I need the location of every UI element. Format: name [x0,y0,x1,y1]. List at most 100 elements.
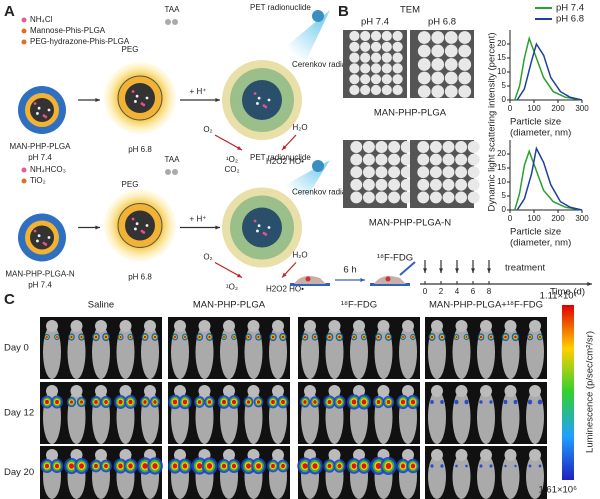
tem-particle [400,153,413,166]
tem-particle [370,74,382,85]
signal-spot [479,335,483,339]
tem-particle [375,191,388,204]
label: 6 h [343,265,356,276]
x-tick-label: 0 [508,214,513,223]
arrow-head [237,146,242,150]
line-series [514,35,583,101]
tem-particle [349,74,360,85]
label: MAN-PHP-PLGA-N [5,270,75,279]
mouse-body [452,325,471,379]
signal-spot [313,400,317,404]
y-tick-label: 20 [497,149,506,158]
signal-spot [152,463,158,469]
particle-dot [253,219,257,223]
signal-spot [528,464,532,468]
tem-particle [388,141,401,153]
tem-particle [442,191,455,204]
signal-spot [400,463,406,469]
tem-particle [362,166,375,179]
signal-spot [281,335,285,339]
signal-spot [104,463,108,469]
legend-text: PEG-hydrazone-Phis-PLGA [30,37,130,46]
signal-spot [376,399,381,405]
signal-spot [302,463,308,469]
mouse-head [70,449,83,461]
group-header: MAN-PHP-PLGA [193,300,266,311]
taa-icon [165,169,171,175]
signal-spot [328,335,331,339]
mouse-head [119,449,132,461]
tem-particle [455,153,468,166]
day-label: 8 [487,287,492,296]
tem-particle [370,63,382,74]
panel-label: A [4,3,15,20]
tem-particle [392,41,403,52]
signal-spot [351,463,357,469]
tem-particle [381,74,392,85]
signal-spot [313,335,317,339]
signal-spot [537,399,543,405]
label: pH 6.8 [128,145,152,154]
signal-spot [361,463,367,469]
tem-particle [467,141,480,153]
mouse-head [431,385,443,397]
taa-icon [172,169,178,175]
signal-spot [489,464,493,468]
mouse-head [70,385,83,397]
y-tick-label: 5 [502,191,507,200]
signal-spot [118,399,123,405]
mouse-body [141,325,159,379]
arrow-head [360,278,365,282]
mouse-head [402,449,414,461]
signal-spot [385,463,392,469]
tem-particle [360,84,371,96]
mouse-head [455,385,468,397]
signal-spot [221,463,227,469]
mouse-head [198,385,211,397]
mouse-body [452,390,471,444]
arrow [214,261,243,279]
signal-spot [208,335,211,339]
x-tick-label: 200 [551,104,565,113]
legend-text: TiO₂ [30,176,46,185]
signal-spot [504,464,507,468]
tem-particle [370,52,382,63]
tem-particle [442,178,455,191]
label: Time (d) [550,287,585,298]
signal-spot [327,399,332,405]
colorbar-label: Luminescence (p/sec/cm²/sr) [585,331,596,453]
signal-spot [479,464,483,468]
signal-spot [527,399,533,405]
signal-spot [94,400,98,404]
tem-particle [417,178,430,191]
signal-spot [504,335,507,339]
arrow [214,134,243,151]
tem-particle [417,58,431,71]
label: TEM [400,5,420,16]
signal-spot [79,400,84,404]
x-axis-label: (diameter, nm) [510,238,571,249]
particle-dot [33,229,37,233]
signal-spot [430,464,434,468]
label: H2O2 HO• [266,285,304,294]
tem-particle [400,191,413,204]
x-tick-label: 200 [551,214,565,223]
particle-dot [37,106,41,110]
signal-spot [377,335,380,339]
tem-particle [400,141,413,153]
tem-particle [381,84,392,96]
legend-text: pH 6.8 [556,14,584,25]
label: MAN-PHP-PLGA [374,108,447,119]
label: H₂O [292,123,307,132]
mouse-head [377,320,390,332]
signal-spot [247,335,250,339]
particle-dot [140,102,144,105]
tem-particle [458,44,472,58]
tem-particle [467,178,480,191]
signal-spot [503,399,508,405]
label: pH 7.4 [361,17,389,28]
signal-spot [513,399,518,405]
signal-spot [303,400,307,404]
tem-particle [442,141,455,153]
